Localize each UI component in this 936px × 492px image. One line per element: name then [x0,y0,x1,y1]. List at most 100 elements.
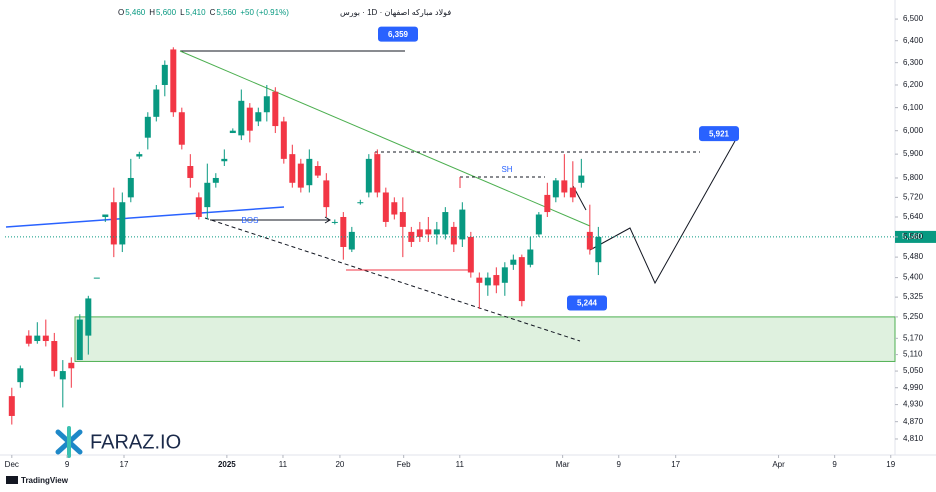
candle-body [450,226,457,245]
candle-body [484,277,491,286]
y-tick-label: 5,720 [903,192,924,201]
candle-body [85,298,92,336]
candle-body [246,107,253,131]
ohlc-key: O [118,8,124,17]
candle-body [357,202,364,204]
ohlc-key: L [180,8,185,17]
y-tick-label: 4,870 [903,417,924,426]
candle-body [535,214,542,235]
candle-body [93,277,100,279]
candle-body [212,177,219,183]
candle-body [8,396,15,416]
y-tick-label: 6,200 [903,80,924,89]
candle-body [17,368,24,383]
y-tick-label: 5,110 [903,350,923,359]
x-tick-label: 11 [456,460,465,469]
y-tick-label: 5,170 [903,333,924,342]
y-tick-label: 5,900 [903,149,924,158]
x-tick-label: 11 [279,460,288,469]
y-tick-label: 6,300 [903,58,924,67]
y-tick-label: 5,560 [903,232,924,241]
candle-body [552,180,559,198]
candle-body [221,158,228,162]
candle-body [467,236,474,273]
candle-body [459,209,466,240]
candle-body [102,214,109,217]
candle-body [34,335,41,342]
y-tick-label: 6,500 [903,14,924,23]
trend-line-blue [5,206,285,228]
dashed-line [204,217,581,342]
x-tick-label: 17 [671,460,680,469]
candle-body [42,335,49,342]
candle-body [518,257,525,302]
y-tick-label: 5,050 [903,366,924,375]
callout-box [378,26,418,42]
candle-body [238,100,245,136]
callout-box [567,295,607,311]
candle-body [144,116,151,138]
callout-label: 6,359 [388,30,409,39]
x-tick-label: Dec [5,460,19,469]
candle-body [161,64,168,85]
candle-body [331,221,338,223]
y-tick-label: 6,100 [903,103,924,112]
y-tick-label: 4,990 [903,383,924,392]
y-tick-label: 5,325 [903,292,924,301]
candle-body [493,275,500,286]
symbol-title: فولاد مبارکه اصفهان · 1D · بورس [340,8,451,17]
candle-body [195,197,202,217]
candle-body [255,112,262,122]
x-tick-label: 2025 [218,460,236,469]
ohlc-value: 5,560 [216,8,237,17]
candle-body [425,229,432,235]
candle-body [136,154,143,157]
ohlc-key: C [210,8,216,17]
candle-body [340,216,347,247]
bos-label: BOS [242,216,259,225]
ohlc-key: H [149,8,155,17]
candle-body [527,249,534,265]
candle-body [569,187,576,198]
candle-body [204,182,211,208]
footer: TradingView [6,476,69,485]
logo-text: FARAZ.IO [90,431,181,453]
y-tick-label: 5,800 [903,173,924,182]
y-tick-label: 5,250 [903,312,924,321]
candle-body [229,130,236,134]
candle-body [263,96,270,113]
ohlc-value: 5,600 [156,8,177,17]
y-tick-label: 5,480 [903,252,924,261]
trend-line [179,50,591,227]
sh-label: SH [501,165,512,174]
candle-body [272,91,279,127]
candle-body [578,175,585,183]
candle-body [561,180,568,193]
callout-box [699,126,739,142]
candle-body [442,212,449,235]
candle-body [68,362,75,369]
y-tick-label: 4,810 [903,434,924,443]
x-tick-label: Apr [772,460,785,469]
candle-body [119,202,126,245]
last-price-tag [895,230,936,243]
y-tick-label: 4,930 [903,400,924,409]
ohlc-value: 5,460 [125,8,146,17]
candle-body [306,158,313,186]
x-tick-label: 17 [120,460,129,469]
candle-body [51,341,58,372]
x-tick-label: 9 [832,460,837,469]
candle-body [416,229,423,237]
candle-body [76,319,83,361]
candle-body [365,158,372,193]
change: +50 (+0.91%) [240,8,289,17]
candle-body [399,212,406,227]
y-tick-label: 5,640 [903,212,924,221]
x-tick-label: 20 [335,460,344,469]
candle-body [323,180,330,208]
candle-body [476,277,483,283]
candle-body [297,163,304,188]
candle-body [510,259,517,265]
x-tick-label: Mar [556,460,570,469]
